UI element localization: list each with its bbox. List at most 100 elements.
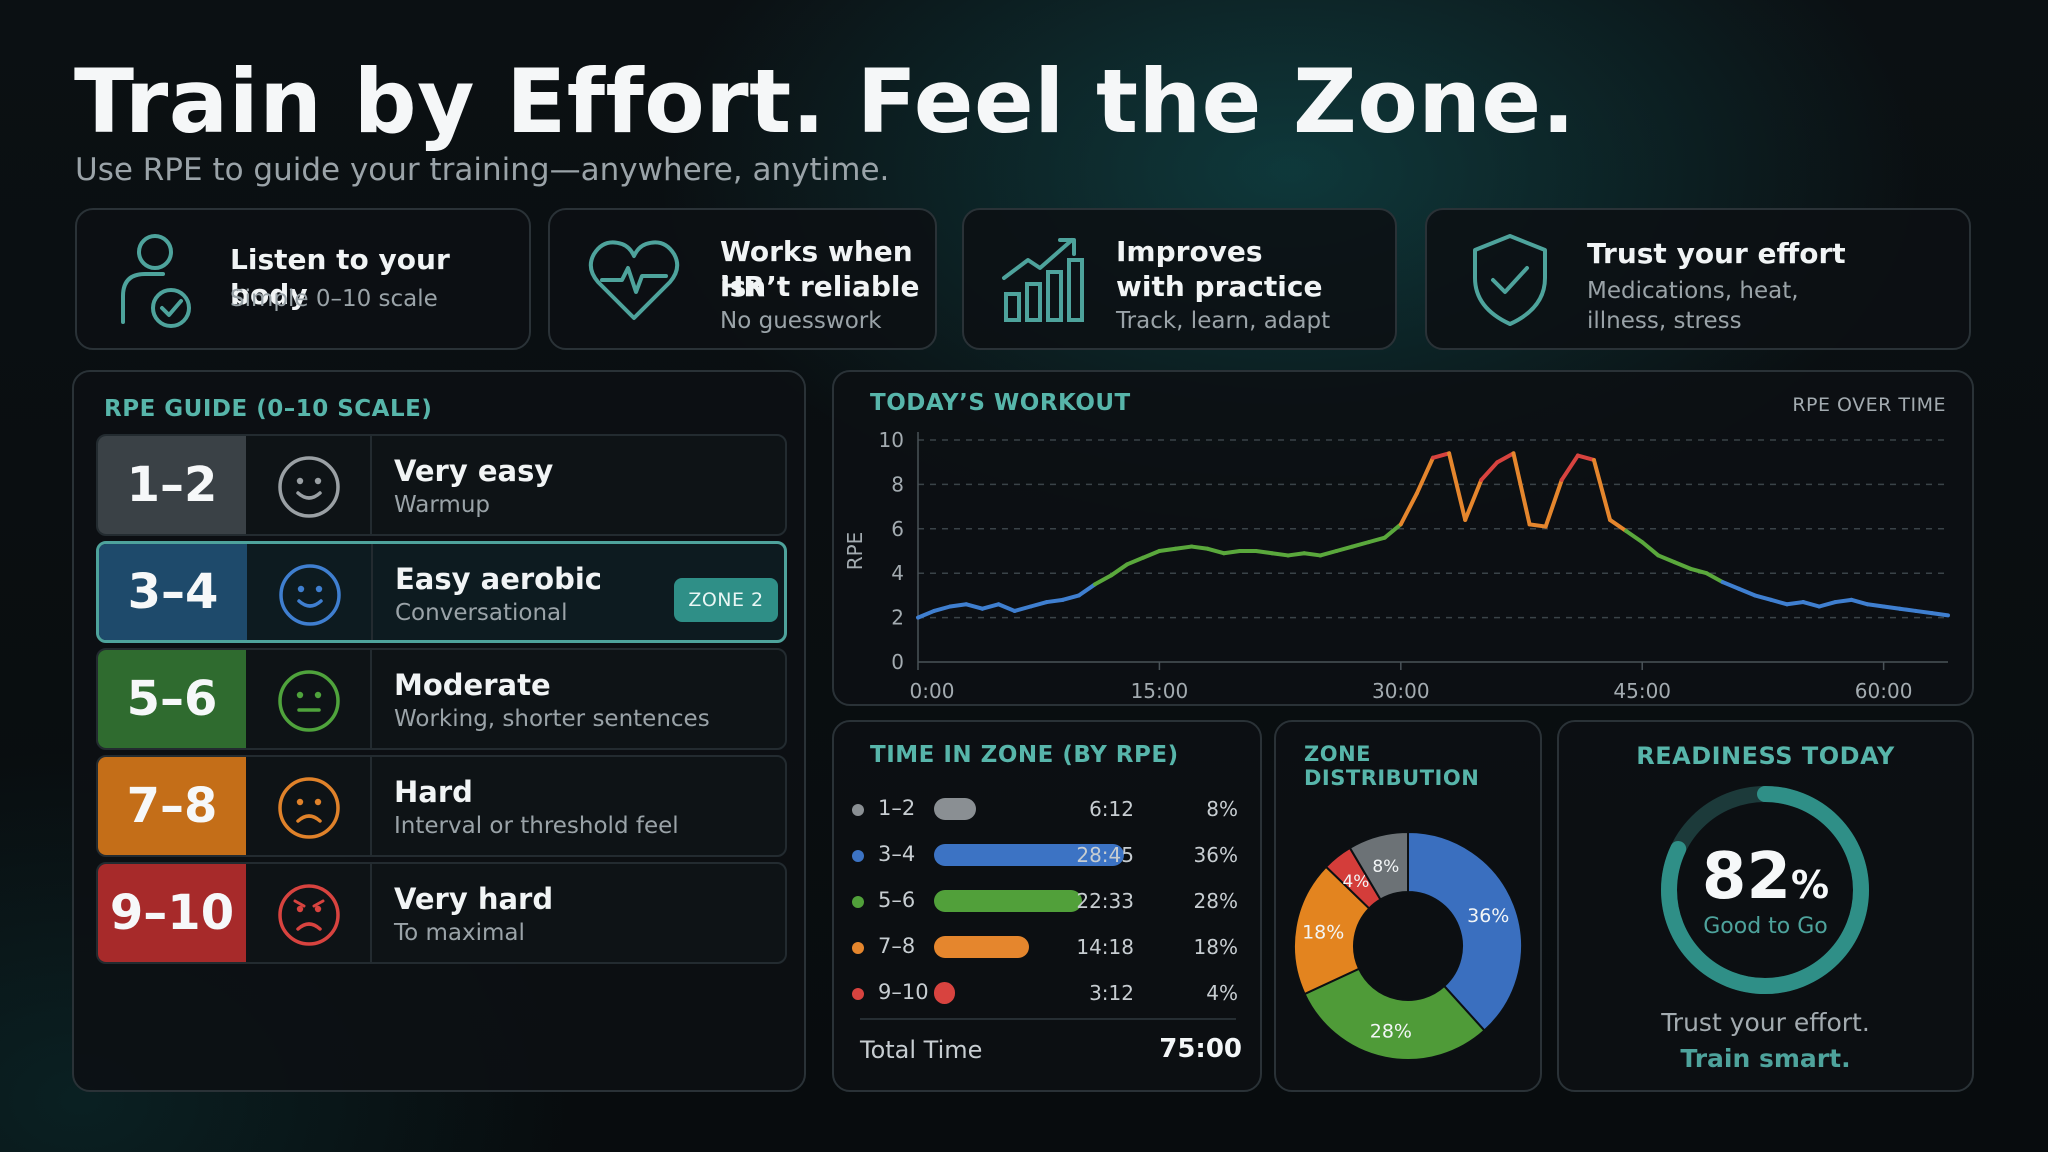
rpe-line-segment <box>1768 597 1790 607</box>
rpe-line-segment <box>1076 582 1098 598</box>
readiness-value-wrap: 82% <box>1559 840 1972 914</box>
feature-subtitle-line-1: Medications, heat, <box>1587 278 1799 304</box>
zone-percent: 8% <box>1206 797 1238 821</box>
rpe-line-segment <box>1334 544 1355 553</box>
x-tick-label: 0:00 <box>910 679 955 703</box>
zone-row: 1–2 6:12 8% <box>834 790 1254 830</box>
heart-pulse-icon <box>584 232 680 332</box>
donut-slice <box>1293 865 1371 996</box>
readiness-status: Good to Go <box>1703 914 1828 939</box>
zone-bar <box>934 982 955 1004</box>
y-tick-label: 8 <box>891 472 904 496</box>
rpe-line-segment <box>1656 553 1677 565</box>
rpe-line-segment <box>1028 600 1049 609</box>
feature-title: Trust your effort <box>1587 237 1846 270</box>
rpe-line-segment <box>1141 549 1162 560</box>
total-time-value: 75:00 <box>1159 1034 1242 1064</box>
rpe-line-segment <box>1881 604 1902 611</box>
x-tick-label: 60:00 <box>1855 679 1913 703</box>
divider <box>860 1018 1236 1020</box>
feature-title-line-1: Works when HR <box>720 235 913 303</box>
y-axis-label: RPE <box>843 532 867 571</box>
feature-title: Listen to your body <box>230 243 450 311</box>
zone-time: 6:12 <box>1089 797 1134 821</box>
y-tick-label: 0 <box>891 650 904 674</box>
feature-title-line-1: Improves <box>1116 235 1263 268</box>
rpe-line-segment <box>1736 586 1757 598</box>
zone-time: 14:18 <box>1076 935 1134 959</box>
zone-badge: ZONE 2 <box>674 578 778 622</box>
rpe-line-segment <box>1688 566 1709 576</box>
rpe-range: 5–6 <box>98 650 246 748</box>
person-check-icon <box>111 230 207 330</box>
zone-label: 1–2 <box>878 796 916 820</box>
rpe-line-segment <box>1044 597 1065 605</box>
page-subtitle: Use RPE to guide your training—anywhere,… <box>75 152 890 188</box>
y-tick-label: 2 <box>891 606 904 630</box>
feature-card-listen: Listen to your body Simple 0–10 scale <box>75 208 531 350</box>
rpe-line-segment <box>1833 597 1854 605</box>
readiness-line-1: Trust your effort. <box>1661 1008 1870 1037</box>
rpe-title: Moderate <box>394 668 551 702</box>
rpe-line-segment <box>1447 451 1468 522</box>
readiness-ring-fill <box>1661 786 1869 994</box>
zone-bar <box>934 798 976 820</box>
rpe-line-segment <box>1543 477 1564 529</box>
zone-dot <box>852 850 864 862</box>
zone-label: 9–10 <box>878 980 929 1004</box>
rpe-line-segment <box>1318 549 1339 558</box>
rpe-line-segment <box>1849 597 1870 607</box>
rpe-line-segment <box>1559 453 1580 482</box>
x-tick-label: 15:00 <box>1131 679 1189 703</box>
y-tick-label: 4 <box>891 561 904 585</box>
donut-slice-label: 8% <box>1372 857 1399 877</box>
rpe-line-segment <box>1012 604 1033 613</box>
time-in-zone-panel: TIME IN ZONE (BY RPE) 1–2 6:12 8% 3–4 28:45 3… <box>832 720 1262 1092</box>
rpe-line-segment <box>1366 535 1387 545</box>
x-tick-label: 45:00 <box>1613 679 1671 703</box>
rpe-line-segment <box>1801 600 1822 609</box>
rpe-line-segment <box>980 602 1001 611</box>
zone-percent: 28% <box>1193 889 1238 913</box>
donut-slice <box>1303 967 1486 1061</box>
rpe-guide-label: RPE GUIDE (0–10 SCALE) <box>104 396 433 422</box>
rpe-line-segment <box>1060 593 1081 602</box>
rpe-line-segment <box>1865 602 1886 609</box>
rpe-line-segment <box>1913 608 1934 616</box>
rpe-line-segment <box>964 602 985 611</box>
rpe-line-segment <box>1672 560 1693 571</box>
readiness-panel: READINESS TODAY 82% Good to Go Trust you… <box>1557 720 1974 1092</box>
rpe-line-segment <box>1720 580 1741 591</box>
zone-time: 3:12 <box>1089 981 1134 1005</box>
rpe-row: 1–2 Very easy Warmup <box>96 434 787 536</box>
zone-label: 5–6 <box>878 888 916 912</box>
rpe-description: To maximal <box>394 920 525 946</box>
workout-label: TODAY’S WORKOUT <box>870 390 1131 416</box>
zone-percent: 4% <box>1206 981 1238 1005</box>
donut-slice-label: 36% <box>1467 905 1509 927</box>
rpe-range: 9–10 <box>98 864 246 962</box>
x-tick-label: 30:00 <box>1372 679 1430 703</box>
rpe-line-segment <box>1511 451 1532 527</box>
rpe-line-segment <box>1270 551 1291 558</box>
rpe-line-segment <box>1640 540 1661 558</box>
happy-face-icon <box>247 544 373 640</box>
donut-slice-label: 4% <box>1342 872 1369 892</box>
zone-row: 7–8 14:18 18% <box>834 928 1254 968</box>
rpe-line-segment <box>1093 573 1114 587</box>
feature-card-practice: Improves with practice Track, learn, ada… <box>962 208 1397 350</box>
rpe-line-segment <box>916 608 937 620</box>
zone-percent: 18% <box>1193 935 1238 959</box>
zone-distribution-label: ZONE DISTRIBUTION <box>1304 742 1480 790</box>
rpe-line-segment <box>1157 546 1178 553</box>
feature-title-line-2: isn’t reliable <box>720 270 920 303</box>
readiness-ring <box>1661 786 1869 994</box>
donut-slice-label: 18% <box>1302 922 1344 944</box>
zone-time: 28:45 <box>1076 843 1134 867</box>
zone-dot <box>852 942 864 954</box>
rpe-line-segment <box>1431 451 1452 460</box>
rpe-line-segment <box>1414 455 1435 496</box>
rpe-line-segment <box>1253 549 1275 556</box>
neutral-face-icon <box>246 650 372 748</box>
rpe-line-segment <box>1350 540 1371 549</box>
